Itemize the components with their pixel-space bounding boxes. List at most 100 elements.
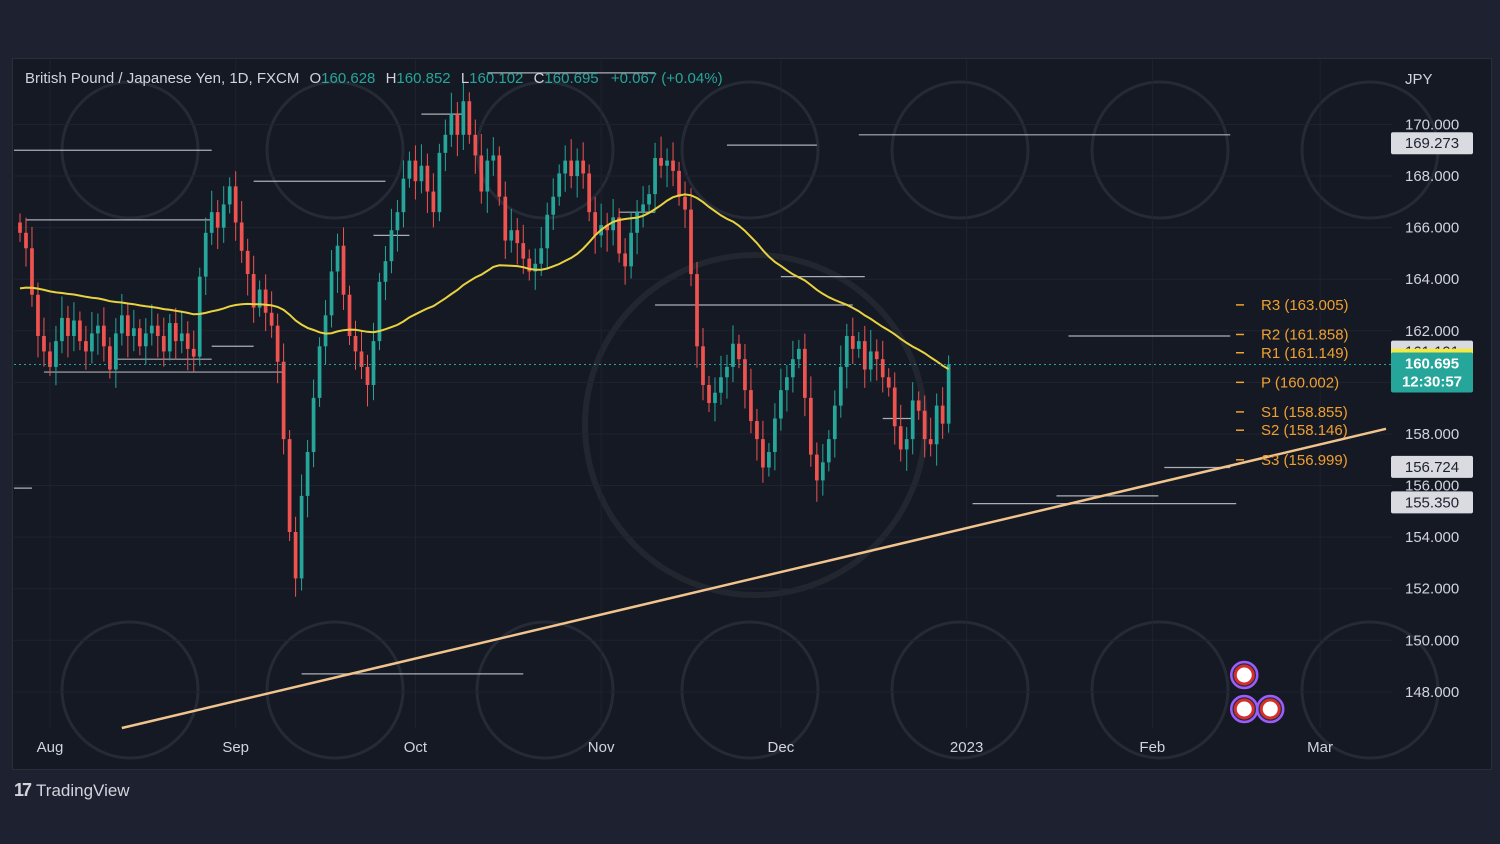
candle-body <box>191 348 196 357</box>
candle-body <box>874 351 879 360</box>
horizontal-levels <box>14 72 1237 675</box>
price-axis[interactable]: 148.000 150.000 152.000 154.000 156.000 158.0… <box>1405 71 1459 701</box>
candle-body <box>647 194 651 205</box>
candle-body <box>593 212 598 236</box>
candle-body <box>551 196 556 215</box>
candle-body <box>886 377 891 388</box>
watermark-seal <box>60 620 200 760</box>
price-badge-label: 156.724 <box>1405 459 1459 476</box>
candle-body <box>844 335 849 367</box>
y-tick-label: 148.000 <box>1405 684 1459 701</box>
candle-body <box>767 452 771 468</box>
watermark-seal <box>1090 620 1230 760</box>
candle-body <box>461 101 466 135</box>
candle-body <box>587 173 592 213</box>
uk-flag-icon-inner <box>1233 664 1255 686</box>
candles <box>18 82 951 597</box>
candle-body <box>42 335 46 352</box>
pivot-levels: R3 (163.005) R2 (161.858) R1 (161.149) P (1… <box>1236 297 1349 469</box>
candle-body <box>455 114 460 135</box>
candle-body <box>293 531 298 579</box>
candle-body <box>137 328 142 347</box>
candle-body <box>659 158 663 166</box>
candle-body <box>48 351 52 367</box>
y-tick-label: 150.000 <box>1405 632 1459 649</box>
candle-body <box>389 230 394 262</box>
candle-body <box>533 263 538 272</box>
x-tick-label: 2023 <box>950 739 983 756</box>
candle-body <box>509 230 514 241</box>
candle-body <box>149 325 154 334</box>
y-tick-label: 154.000 <box>1405 529 1459 546</box>
low-value: 160.102 <box>469 70 524 87</box>
uk-flag-icon-inner <box>1233 698 1255 720</box>
pivot-label: S1 (158.855) <box>1261 404 1348 421</box>
candle-body <box>401 178 406 213</box>
candle-body <box>791 359 795 378</box>
change-value: +0.067 (+0.04%) <box>610 70 723 87</box>
candle-body <box>527 258 532 272</box>
candle-body <box>233 186 238 223</box>
candle-body <box>155 325 160 336</box>
candle-body <box>761 439 765 468</box>
candle-body <box>341 245 346 295</box>
candle-body <box>72 320 76 336</box>
candle-body <box>143 333 148 347</box>
candle-body <box>515 230 520 244</box>
open-value: 160.628 <box>321 70 376 87</box>
candle-body <box>311 397 316 453</box>
tradingview-brand[interactable]: 17 TradingView <box>14 780 130 801</box>
y-tick-label: 158.000 <box>1405 426 1459 443</box>
watermark-center-seal <box>582 252 928 598</box>
watermark-logo <box>60 80 1440 760</box>
brand-name: TradingView <box>36 780 130 800</box>
candle-body <box>66 317 70 336</box>
y-tick-label: 166.000 <box>1405 220 1459 237</box>
candle-body <box>755 421 759 440</box>
candle-body <box>347 294 352 336</box>
price-badge-label: 160.695 <box>1405 355 1459 372</box>
candle-body <box>383 261 388 282</box>
y-tick-label: 162.000 <box>1405 323 1459 340</box>
candle-body <box>96 325 100 334</box>
open-label: O <box>309 70 322 87</box>
symbol-title: British Pound / Japanese Yen, 1D, FXCM <box>25 70 300 87</box>
time-axis[interactable]: Aug Sep Oct Nov Dec 2023 Feb Mar <box>37 739 1333 756</box>
candle-body <box>335 245 340 272</box>
candle-body <box>683 196 687 210</box>
candle-body <box>113 333 118 370</box>
candle-body <box>904 439 909 450</box>
watermark-seal <box>890 80 1030 220</box>
candle-body <box>30 248 34 295</box>
price-badge-timer: 12:30:57 <box>1402 373 1462 390</box>
watermark-seal <box>265 80 405 220</box>
candle-body <box>395 212 400 231</box>
watermark-seal <box>1300 620 1440 760</box>
candle-body <box>263 289 268 313</box>
candle-body <box>797 348 801 360</box>
candle-body <box>431 191 436 213</box>
x-tick-label: Feb <box>1139 739 1165 756</box>
close-value: 160.695 <box>544 70 599 87</box>
candle-body <box>437 152 442 213</box>
candle-body <box>473 134 478 156</box>
candle-body <box>677 170 681 197</box>
candle-body <box>78 320 82 342</box>
candle-body <box>18 222 22 233</box>
candle-body <box>377 281 382 342</box>
candle-body <box>581 160 586 174</box>
candle-body <box>491 155 496 161</box>
candle-body <box>269 312 274 326</box>
candle-body <box>503 196 508 241</box>
candle-body <box>317 346 322 398</box>
candle-body <box>359 351 364 367</box>
candle-body <box>617 217 621 254</box>
low-label: L <box>460 70 470 87</box>
candle-body <box>281 361 286 440</box>
candle-body <box>251 274 256 308</box>
candle-body <box>629 232 633 267</box>
candle-body <box>701 346 705 385</box>
candle-body <box>419 165 424 182</box>
event-flags[interactable] <box>1229 660 1285 724</box>
